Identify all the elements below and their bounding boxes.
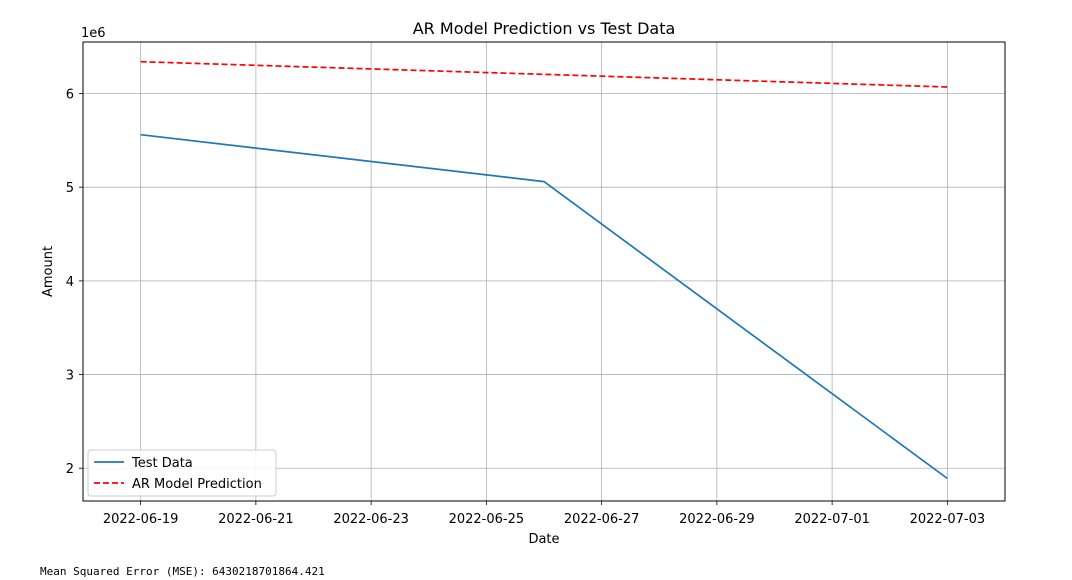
x-tick-label: 2022-07-03 — [910, 512, 986, 527]
plot-frame — [82, 41, 1006, 502]
chart: 2022-06-19 2022-06-21 2022-06-23 2022-06-25… — [41, 19, 1006, 547]
legend-label: AR Model Prediction — [132, 477, 262, 492]
legend: Test Data AR Model Prediction — [87, 449, 277, 497]
x-tick-label: 2022-06-21 — [218, 512, 294, 527]
axes: 2022-06-19 2022-06-21 2022-06-23 2022-06-25… — [66, 88, 985, 527]
x-tick-label: 2022-06-25 — [449, 512, 525, 527]
y-tick-label: 6 — [66, 88, 74, 103]
x-tick-label: 2022-06-29 — [679, 512, 755, 527]
mse-output-text: Mean Squared Error (MSE): 6430218701864.… — [40, 565, 325, 578]
series-line-test-data — [140, 133, 948, 480]
legend-label: Test Data — [131, 456, 193, 471]
chart-title: AR Model Prediction vs Test Data — [413, 19, 676, 38]
series-line-ar-model-prediction — [140, 60, 948, 88]
x-axis-label: Date — [528, 532, 559, 547]
y-axis-label: Amount — [41, 246, 56, 297]
x-tick-label: 2022-06-23 — [333, 512, 409, 527]
x-tick-label: 2022-06-19 — [103, 512, 179, 527]
series-lines — [140, 60, 948, 480]
grid — [83, 42, 1005, 501]
y-tick-label: 4 — [66, 275, 74, 290]
y-tick-label: 2 — [66, 462, 74, 477]
y-tick-label: 5 — [66, 181, 74, 196]
x-tick-label: 2022-07-01 — [794, 512, 870, 527]
y-tick-label: 3 — [66, 369, 74, 384]
y-axis-offset-label: 1e6 — [81, 26, 106, 41]
legend-box — [87, 449, 277, 497]
x-tick-label: 2022-06-27 — [564, 512, 640, 527]
